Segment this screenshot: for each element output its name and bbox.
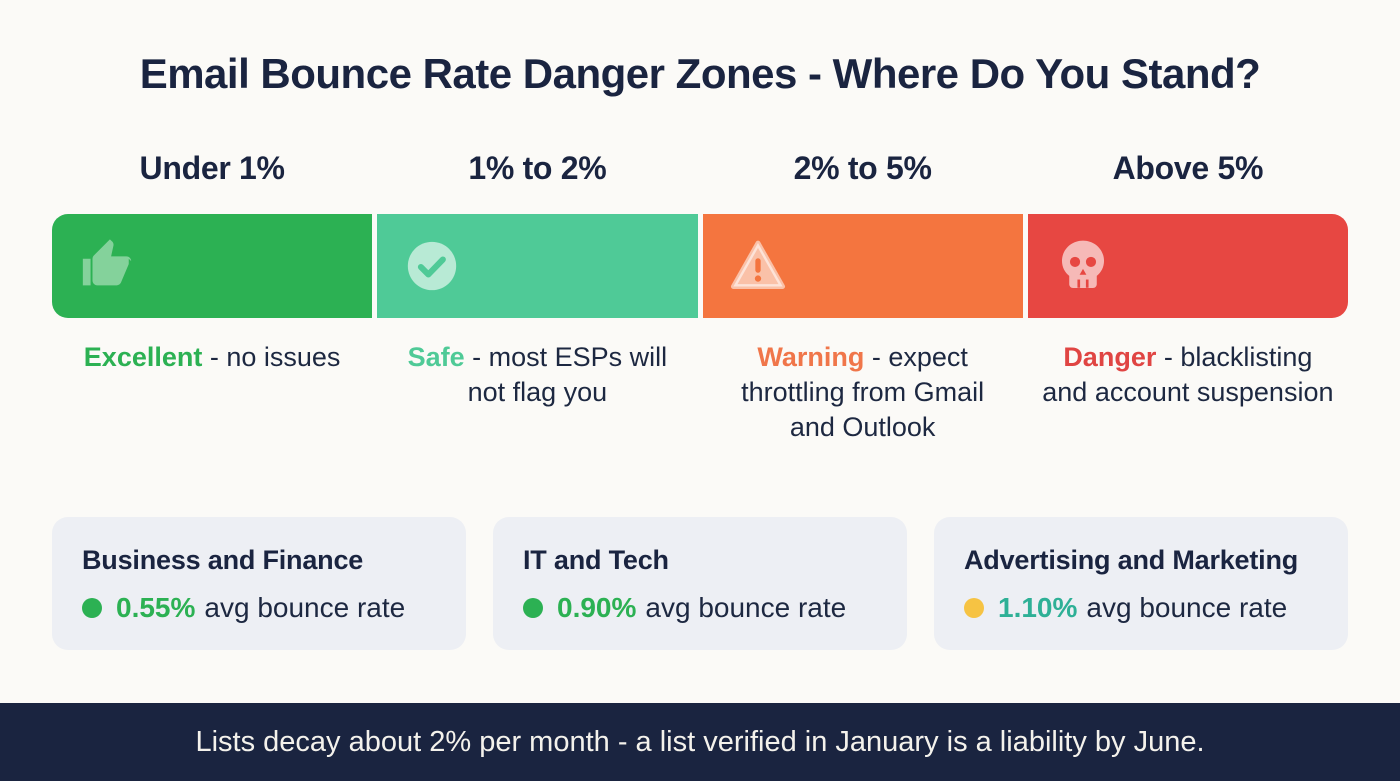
industry-benchmark-cards: Business and Finance 0.55% avg bounce ra… bbox=[52, 517, 1348, 650]
warning-triangle-icon bbox=[730, 240, 785, 289]
industry-card-it-tech: IT and Tech 0.90% avg bounce rate bbox=[493, 517, 907, 650]
skull-icon bbox=[1061, 240, 1104, 288]
bounce-rate-value: 0.55% bbox=[116, 592, 196, 623]
thumbs-up-icon bbox=[82, 239, 132, 286]
footer-note-bar: Lists decay about 2% per month - a list … bbox=[0, 703, 1400, 781]
industry-rate-row: 1.10% avg bounce rate bbox=[964, 592, 1318, 624]
zone-bar-excellent bbox=[52, 214, 373, 318]
zone-detail: - blacklisting and account suspension bbox=[1042, 342, 1334, 407]
zone-range-label: Under 1% bbox=[139, 150, 286, 186]
zone-detail: - most ESPs will not flag you bbox=[467, 342, 668, 407]
zone-description: Danger - blacklisting and account suspen… bbox=[1042, 340, 1334, 452]
zone-verdict: Danger bbox=[1063, 342, 1157, 372]
zone-range-label: 2% to 5% bbox=[793, 150, 932, 186]
zone-verdict: Excellent bbox=[83, 342, 203, 372]
zone-bar-danger bbox=[1027, 214, 1348, 318]
zone-detail: - expect throttling from Gmail and Outlo… bbox=[741, 342, 985, 442]
zone-column-2-to-5pct: 2% to 5% Warning - expect throttling fro… bbox=[702, 148, 1023, 452]
zone-column-under-1pct: Under 1% Excellent - no issues bbox=[52, 148, 373, 452]
bounce-rate-zones: Under 1% Excellent - no issues 1% to 2% … bbox=[52, 148, 1348, 452]
zone-bar-safe bbox=[377, 214, 698, 318]
zone-range-label: Above 5% bbox=[1112, 150, 1264, 186]
footer-note-text: Lists decay about 2% per month - a list … bbox=[195, 725, 1205, 758]
zone-description: Safe - most ESPs will not flag you bbox=[391, 340, 683, 452]
bounce-rate-suffix: avg bounce rate bbox=[204, 592, 406, 623]
zone-range-label: 1% to 2% bbox=[468, 150, 607, 186]
bounce-rate-value: 1.10% bbox=[998, 592, 1078, 623]
page-title: Email Bounce Rate Danger Zones - Where D… bbox=[139, 50, 1261, 97]
zone-description: Excellent - no issues bbox=[66, 340, 358, 452]
zone-verdict: Warning bbox=[757, 342, 865, 372]
industry-rate-row: 0.55% avg bounce rate bbox=[82, 592, 436, 624]
zone-column-above-5pct: Above 5% Danger - blacklisting and accou… bbox=[1027, 148, 1348, 452]
check-circle-icon bbox=[408, 241, 457, 291]
industry-name: Business and Finance bbox=[82, 545, 364, 575]
bounce-rate-suffix: avg bounce rate bbox=[645, 592, 847, 623]
status-dot bbox=[82, 598, 102, 618]
bounce-rate-suffix: avg bounce rate bbox=[1086, 592, 1288, 623]
zone-bar-warning bbox=[702, 214, 1023, 318]
zone-detail: - no issues bbox=[209, 342, 341, 372]
infographic: Email Bounce Rate Danger Zones - Where D… bbox=[0, 50, 1400, 781]
industry-rate-row: 0.90% avg bounce rate bbox=[523, 592, 877, 624]
status-dot bbox=[964, 598, 984, 618]
industry-card-advertising-marketing: Advertising and Marketing 1.10% avg boun… bbox=[934, 517, 1348, 650]
industry-name: IT and Tech bbox=[523, 545, 669, 575]
zone-verdict: Safe bbox=[407, 342, 465, 372]
industry-card-business-finance: Business and Finance 0.55% avg bounce ra… bbox=[52, 517, 466, 650]
bounce-rate-value: 0.90% bbox=[557, 592, 637, 623]
status-dot bbox=[523, 598, 543, 618]
zone-column-1-to-2pct: 1% to 2% Safe - most ESPs will not flag … bbox=[377, 148, 698, 452]
zone-description: Warning - expect throttling from Gmail a… bbox=[717, 340, 1009, 452]
industry-name: Advertising and Marketing bbox=[964, 545, 1299, 575]
